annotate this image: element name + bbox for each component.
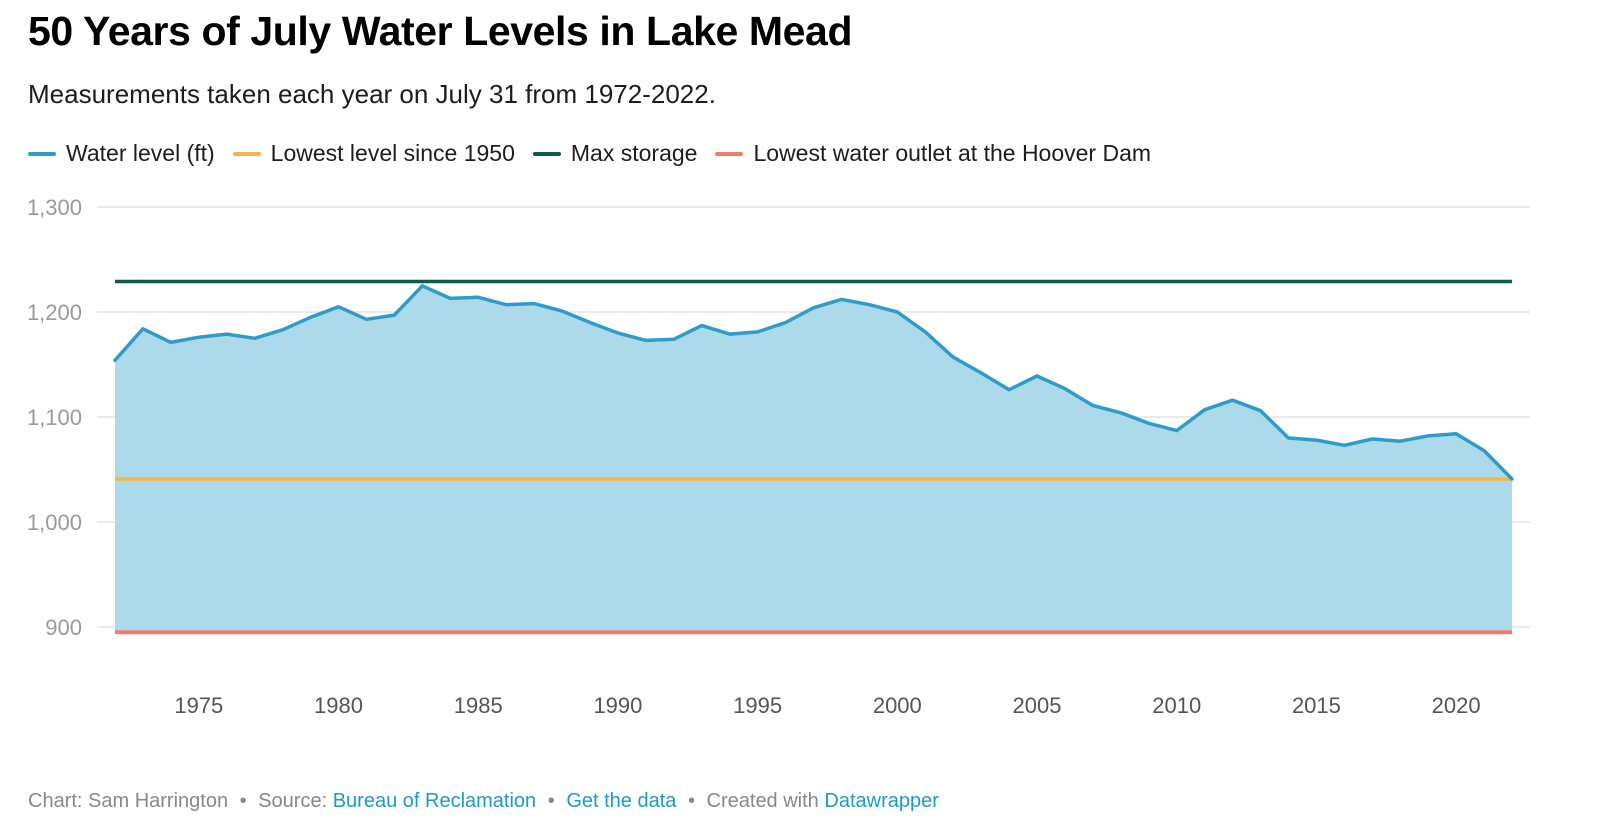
legend-item-water-level: Water level (ft) xyxy=(28,140,215,167)
footer-separator: • xyxy=(547,790,555,812)
created-with-prefix: Created with xyxy=(706,790,819,812)
x-tick-label: 2020 xyxy=(1432,693,1481,718)
chart-footer: Chart: Sam Harrington • Source: Bureau o… xyxy=(28,790,939,813)
x-tick-label: 2005 xyxy=(1013,693,1062,718)
x-tick-label: 1990 xyxy=(593,693,642,718)
y-tick-label: 1,100 xyxy=(27,405,82,430)
get-the-data-link[interactable]: Get the data xyxy=(566,790,677,812)
footer-separator: • xyxy=(687,790,695,812)
x-tick-label: 1995 xyxy=(733,693,782,718)
y-tick-label: 1,000 xyxy=(27,510,82,535)
source-link[interactable]: Bureau of Reclamation xyxy=(332,790,537,812)
water-level-line xyxy=(113,284,1514,481)
legend-item-lowest-outlet: Lowest water outlet at the Hoover Dam xyxy=(715,140,1151,167)
legend-swatch-lowest-outlet xyxy=(715,151,744,156)
y-tick-label: 900 xyxy=(45,615,82,640)
source-prefix: Source: xyxy=(258,790,328,812)
chart-credit: Chart: Sam Harrington xyxy=(28,790,229,812)
x-tick-label: 1985 xyxy=(454,693,503,718)
legend-swatch-max-storage xyxy=(532,151,561,156)
legend-item-lowest-level: Lowest level since 1950 xyxy=(232,140,515,167)
x-tick-label: 2010 xyxy=(1152,693,1201,718)
chart-title: 50 Years of July Water Levels in Lake Me… xyxy=(28,8,853,54)
water-level-area xyxy=(115,285,1512,633)
legend: Water level (ft) Lowest level since 1950… xyxy=(28,140,1169,167)
x-tick-label: 1975 xyxy=(174,693,223,718)
line-area-chart: 900 1,000 1,100 1,200 1,300 1975 1980 1985 1990 1… xyxy=(27,195,1530,718)
legend-swatch-lowest-level xyxy=(232,151,261,156)
x-tick-label: 1980 xyxy=(314,693,363,718)
legend-label-lowest-outlet: Lowest water outlet at the Hoover Dam xyxy=(753,140,1152,166)
y-tick-label: 1,200 xyxy=(27,300,82,325)
x-tick-label: 2000 xyxy=(873,693,922,718)
legend-swatch-water-level xyxy=(28,151,56,156)
legend-label-lowest-level: Lowest level since 1950 xyxy=(270,140,515,166)
legend-item-max-storage: Max storage xyxy=(532,140,698,167)
footer-separator: • xyxy=(239,790,247,812)
datawrapper-link[interactable]: Datawrapper xyxy=(824,790,939,812)
chart-subtitle: Measurements taken each year on July 31 … xyxy=(28,79,716,109)
x-tick-label: 2015 xyxy=(1292,693,1341,718)
y-tick-label: 1,300 xyxy=(27,195,82,220)
legend-label-max-storage: Max storage xyxy=(570,140,698,166)
legend-label-water-level: Water level (ft) xyxy=(66,140,215,166)
